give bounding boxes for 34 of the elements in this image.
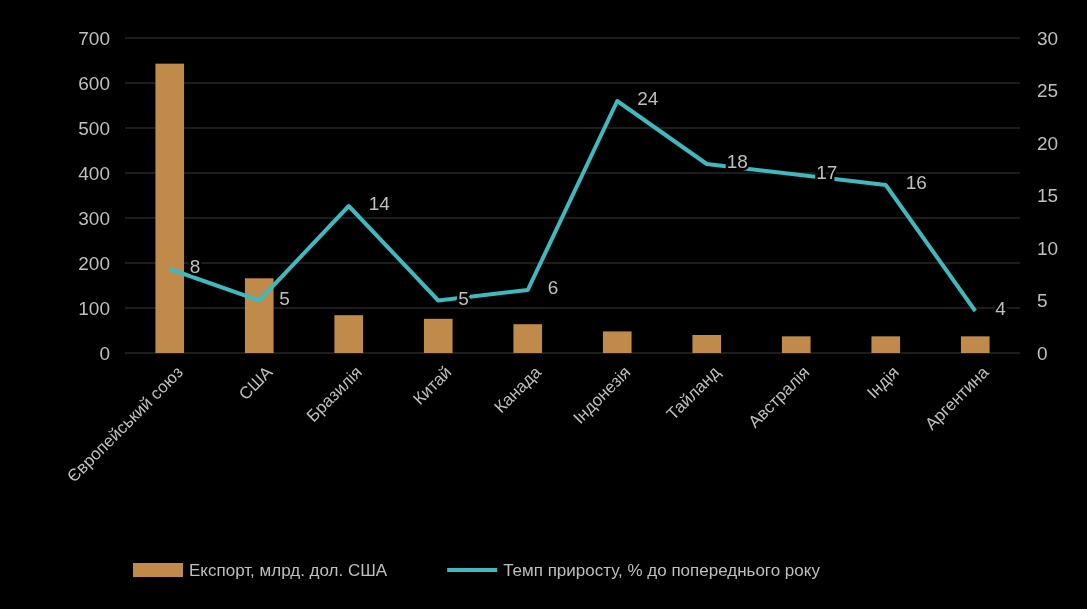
y2-tick-label: 25 bbox=[1037, 80, 1059, 102]
bar bbox=[692, 335, 722, 353]
bar bbox=[155, 63, 185, 353]
y2-tick-label: 30 bbox=[1037, 27, 1059, 49]
data-label: 8 bbox=[189, 256, 201, 277]
bar bbox=[871, 336, 901, 353]
y-tick-label: 0 bbox=[99, 342, 110, 364]
data-label: 6 bbox=[547, 277, 559, 298]
data-label: 24 bbox=[637, 88, 659, 109]
legend-label: Темп приросту, % до попереднього року bbox=[503, 560, 821, 580]
bar bbox=[244, 278, 274, 353]
y-tick-label: 100 bbox=[78, 297, 110, 319]
y-tick-label: 400 bbox=[78, 162, 110, 184]
y-tick-label: 200 bbox=[78, 252, 110, 274]
y-tick-label: 300 bbox=[78, 207, 110, 229]
legend-label: Експорт, млрд. дол. США bbox=[189, 560, 388, 580]
data-label: 4 bbox=[995, 298, 1007, 319]
data-label: 14 bbox=[368, 193, 391, 214]
y2-tick-label: 15 bbox=[1037, 185, 1059, 207]
y-tick-label: 600 bbox=[78, 72, 110, 94]
y2-tick-label: 20 bbox=[1037, 132, 1059, 154]
bar bbox=[781, 336, 811, 353]
y2-tick-label: 10 bbox=[1037, 237, 1059, 259]
data-label: 5 bbox=[279, 287, 290, 309]
bar bbox=[960, 336, 990, 353]
bar bbox=[423, 318, 453, 353]
y2-tick-label: 0 bbox=[1037, 342, 1048, 364]
y-tick-label: 700 bbox=[78, 27, 110, 49]
y-tick-label: 500 bbox=[78, 117, 110, 139]
bar bbox=[334, 315, 364, 353]
bar bbox=[602, 331, 632, 353]
bar bbox=[513, 324, 543, 353]
data-label: 16 bbox=[905, 172, 927, 193]
y2-tick-label: 5 bbox=[1037, 290, 1048, 312]
